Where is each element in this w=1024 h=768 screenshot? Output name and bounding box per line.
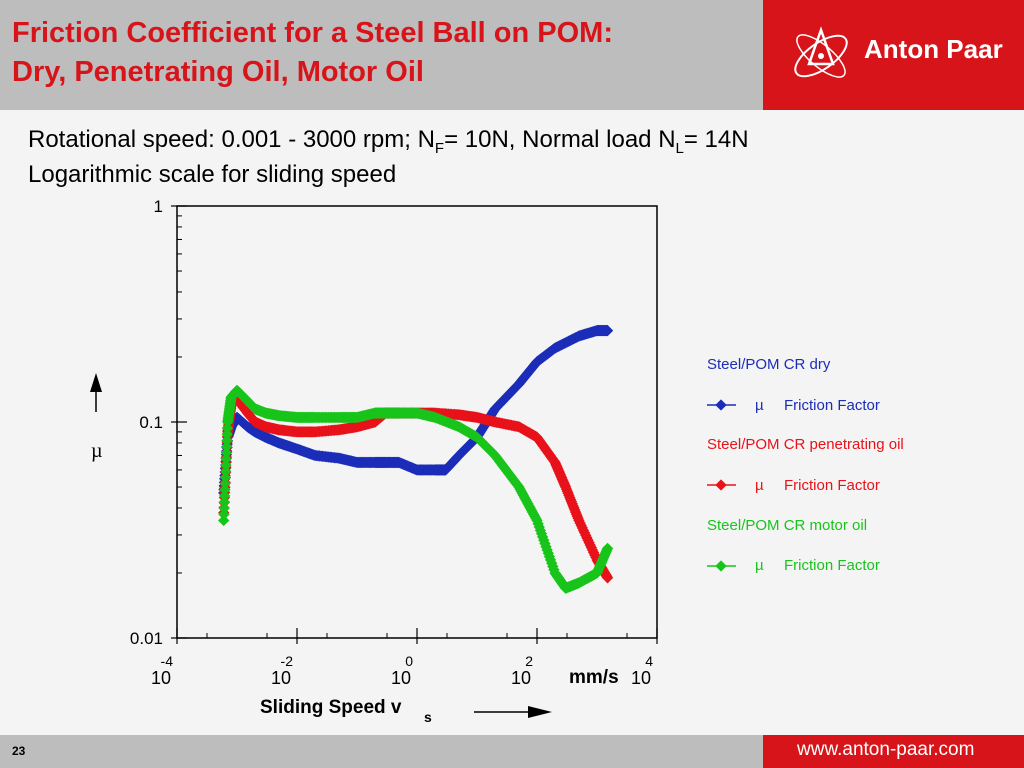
data-point	[221, 422, 234, 434]
logo-panel	[763, 0, 1024, 110]
slide-title: Friction Coefficient for a Steel Ball on…	[12, 14, 613, 92]
footer-brand-panel	[763, 735, 1024, 768]
subtitle-sub-l: L	[675, 139, 684, 157]
x-tick-label: 10	[151, 668, 171, 688]
subtitle-text-a: Rotational speed: 0.001 - 3000 rpm; N	[28, 126, 435, 153]
y-tick-label: 0.01	[130, 629, 163, 648]
page-number: 23	[12, 744, 26, 758]
subtitle-line-2: Logarithmic scale for sliding speed	[28, 161, 397, 188]
header-bar	[0, 0, 763, 110]
data-point	[218, 496, 231, 508]
y-tick-label: 1	[154, 197, 163, 216]
legend-symbol-2: µ	[755, 557, 764, 574]
x-tick-exponent: -4	[161, 653, 174, 669]
subtitle-text-c: = 14N	[683, 126, 749, 153]
legend-item-0: Friction Factor	[784, 397, 880, 414]
data-point	[221, 428, 233, 440]
x-tick-label: 10	[271, 668, 291, 688]
title-line-1: Friction Coefficient for a Steel Ball on…	[12, 17, 613, 49]
x-axis-label: Sliding Speed v	[260, 697, 402, 718]
data-point	[221, 440, 233, 453]
legend-marker-2	[715, 560, 727, 572]
subtitle-line-1: Rotational speed: 0.001 - 3000 rpm; NF= …	[28, 126, 749, 157]
data-point	[219, 484, 231, 496]
logo-text: Anton Paar	[864, 34, 1003, 64]
data-point	[219, 490, 231, 502]
legend-series-name-2: Steel/POM CR motor oil	[707, 517, 868, 534]
website-link[interactable]: www.anton-paar.com	[797, 739, 975, 760]
data-point	[220, 453, 232, 465]
y-axis-arrow-head	[90, 373, 102, 392]
legend-marker-0	[715, 399, 727, 411]
data-point	[218, 514, 230, 527]
data-point	[218, 508, 230, 520]
y-tick-label: 0.1	[139, 413, 163, 432]
legend-item-2: Friction Factor	[784, 557, 880, 574]
data-point	[601, 572, 614, 584]
legend-series-name-0: Steel/POM CR dry	[707, 356, 831, 373]
legend-symbol-1: µ	[755, 477, 764, 494]
legend-item-1: Friction Factor	[784, 477, 880, 494]
series-1	[218, 393, 614, 584]
x-tick-exponent: 0	[405, 653, 413, 669]
plot-frame	[176, 205, 658, 639]
legend-marker-1	[715, 479, 727, 491]
data-point	[601, 324, 614, 337]
data-point	[218, 502, 230, 514]
x-tick-label: 10	[631, 668, 651, 688]
y-axis-label: µ	[91, 440, 103, 462]
data-point	[220, 465, 232, 477]
title-line-2: Dry, Penetrating Oil, Motor Oil	[12, 56, 424, 88]
legend-symbol-0: µ	[755, 397, 764, 414]
x-tick-exponent: -2	[281, 653, 294, 669]
subtitle-sub-f: F	[434, 139, 445, 157]
x-tick-exponent: 2	[525, 653, 533, 669]
data-point	[220, 459, 232, 471]
x-tick-label: 10	[391, 668, 411, 688]
legend-series-name-1: Steel/POM CR penetrating oil	[707, 436, 904, 453]
x-axis-label-subscript: s	[424, 709, 432, 725]
subtitle-text-b: = 10N, Normal load N	[444, 126, 676, 153]
series-2	[218, 384, 614, 594]
x-axis-arrow-head	[528, 706, 552, 718]
data-point	[219, 477, 231, 490]
x-axis-unit: mm/s	[569, 667, 619, 688]
data-point	[220, 447, 233, 459]
data-point	[601, 542, 614, 555]
x-tick-label: 10	[511, 668, 531, 688]
data-point	[221, 434, 233, 447]
anton-paar-logo-icon	[794, 26, 848, 78]
x-tick-exponent: 4	[645, 653, 653, 669]
data-point	[219, 471, 232, 484]
